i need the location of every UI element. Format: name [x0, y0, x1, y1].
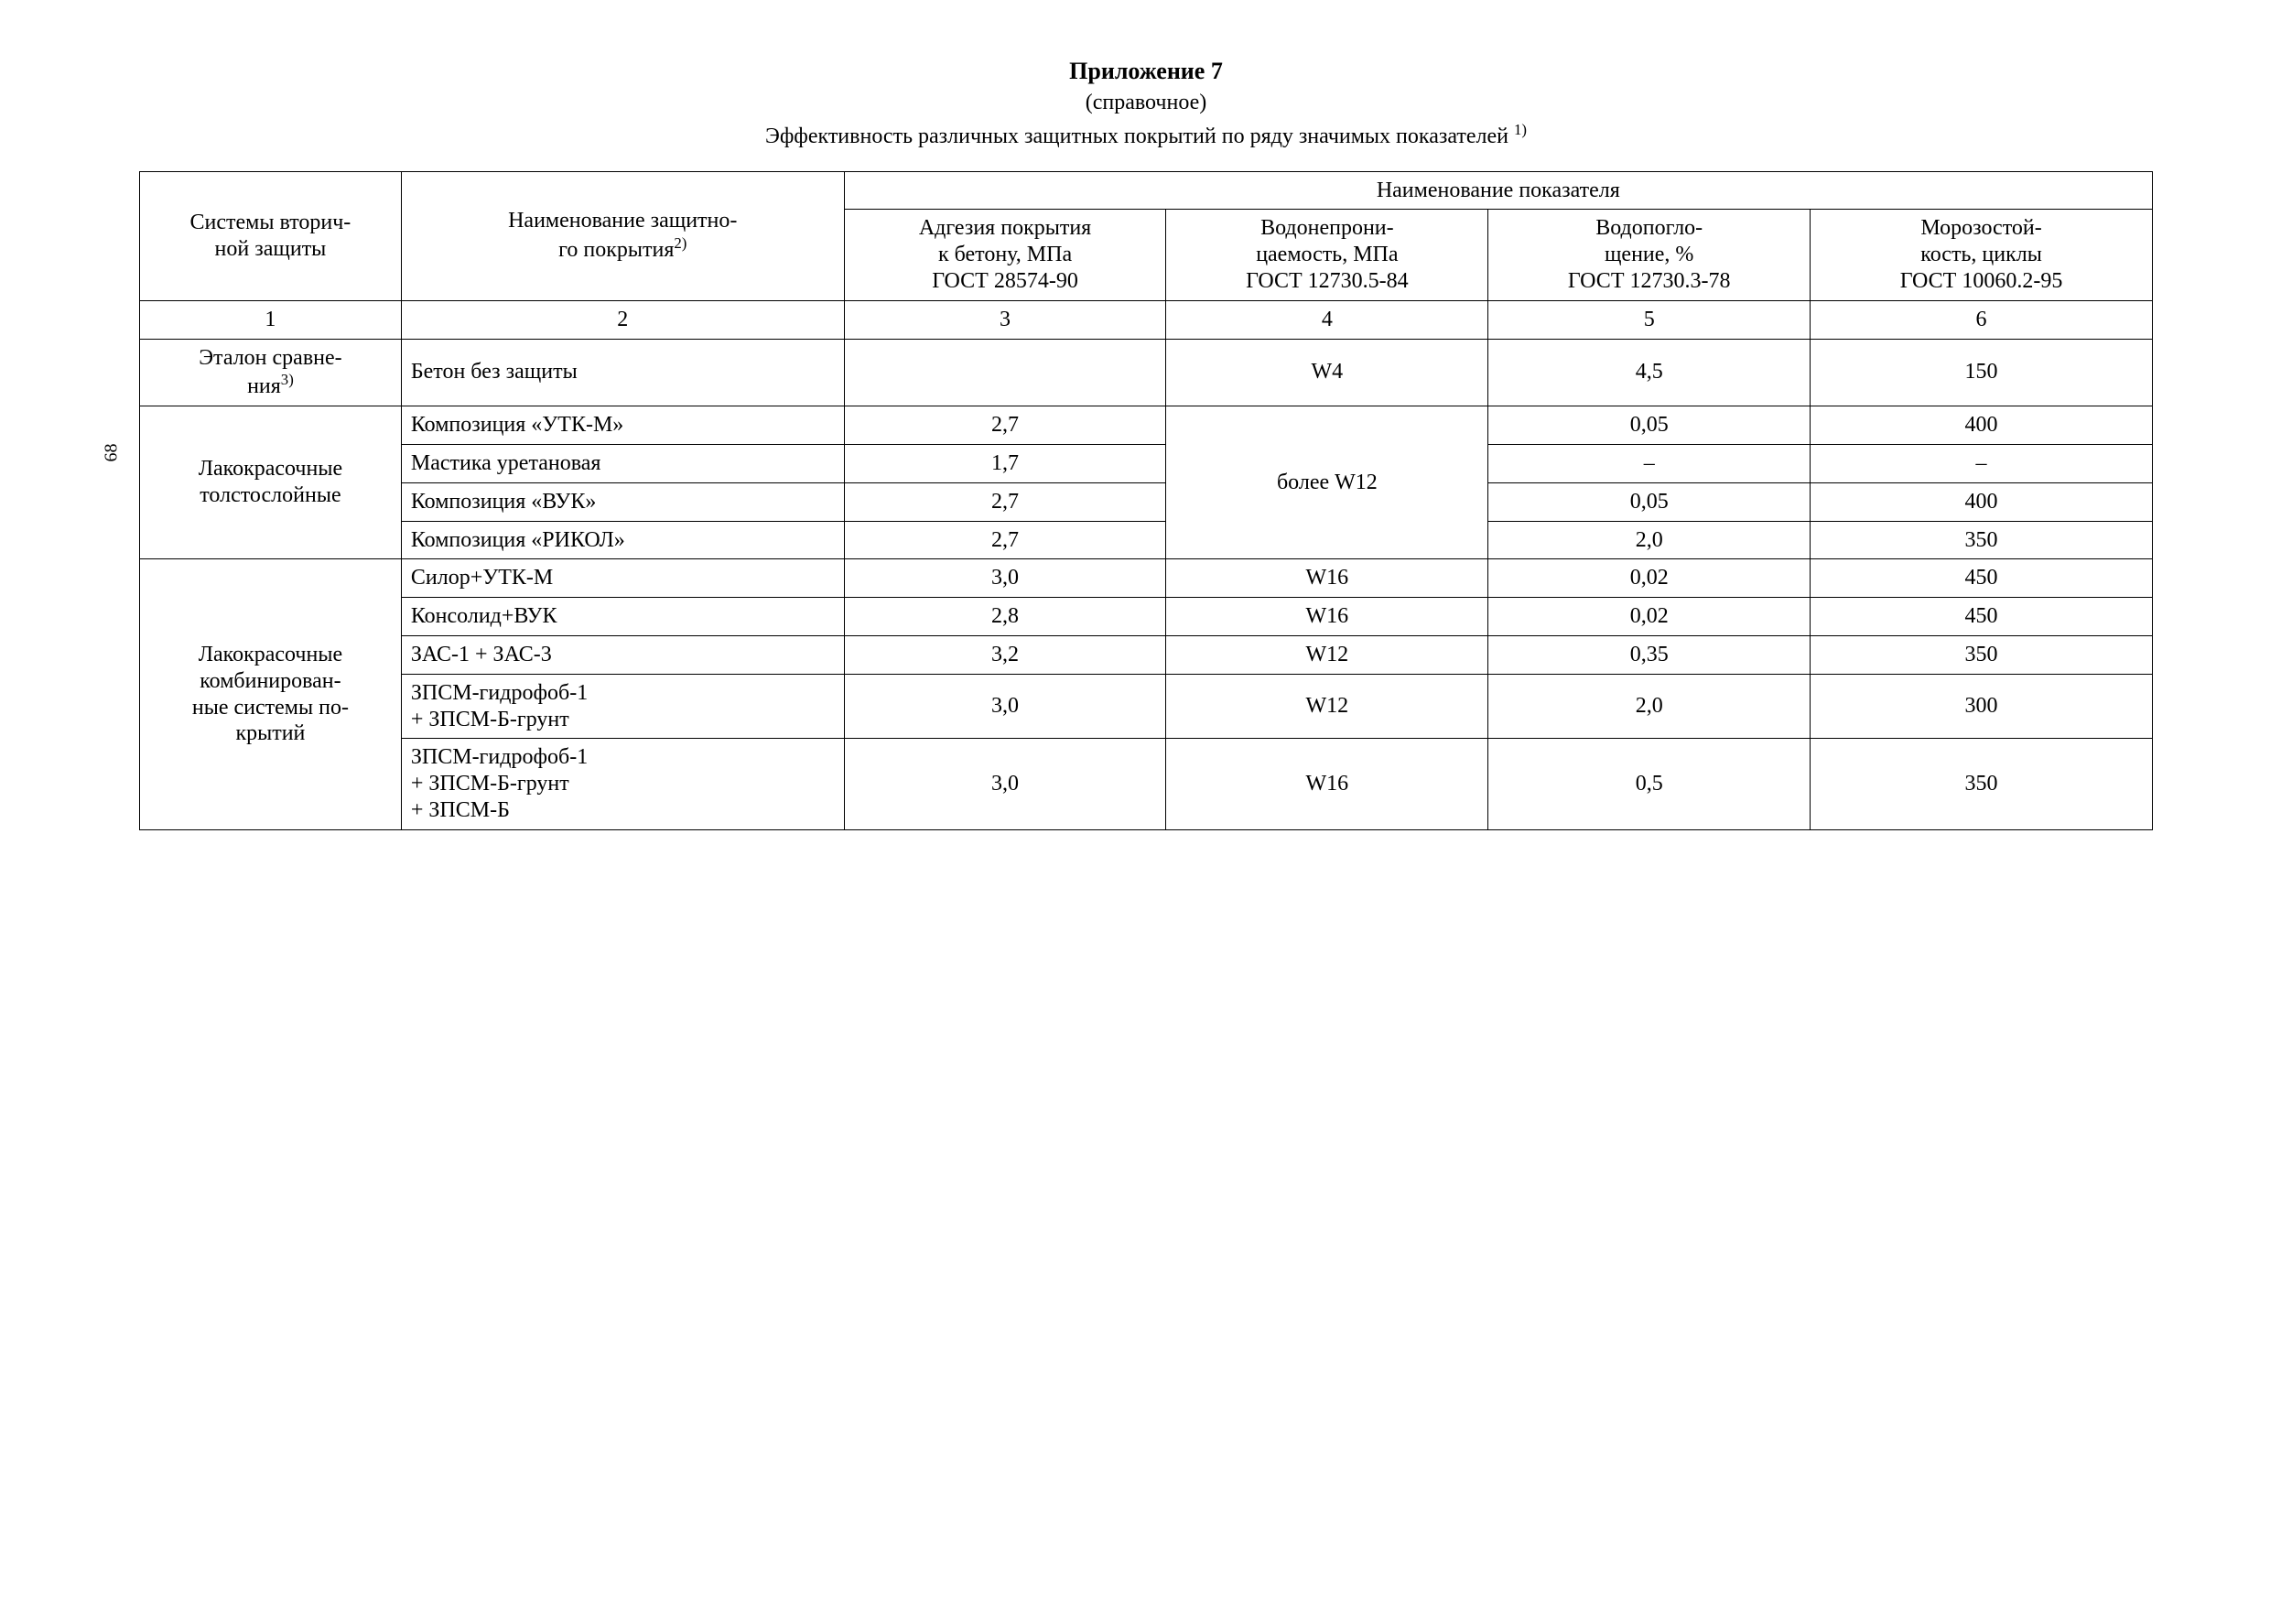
table-row: ЗПСМ-гидрофоб-1+ ЗПСМ-Б-грунт+ ЗПСМ-Б 3,… [140, 739, 2153, 829]
table-row: Лакокрасочныекомбинирован-ные системы по… [140, 559, 2153, 598]
cell: ЗПСМ-гидрофоб-1+ ЗПСМ-Б-грунт [401, 674, 844, 739]
row-label: Эталон сравне-ния3) [140, 339, 402, 406]
cell: Композиция «ВУК» [401, 482, 844, 521]
cell: 0,05 [1488, 482, 1811, 521]
col-header-frost: Морозостой-кость, циклыГОСТ 10060.2-95 [1811, 210, 2153, 300]
cell: 350 [1811, 635, 2153, 674]
table-row: 1 2 3 4 5 6 [140, 300, 2153, 339]
cell: Мастика уретановая [401, 444, 844, 482]
cell [844, 339, 1166, 406]
cell: W16 [1166, 739, 1488, 829]
cell: 400 [1811, 406, 2153, 445]
cell: ЗПСМ-гидрофоб-1+ ЗПСМ-Б-грунт+ ЗПСМ-Б [401, 739, 844, 829]
cell: 0,5 [1488, 739, 1811, 829]
table-head: Системы вторич-ной защиты Наименование з… [140, 171, 2153, 300]
cell: Композиция «УТК-М» [401, 406, 844, 445]
cell: 1,7 [844, 444, 1166, 482]
cell: W4 [1166, 339, 1488, 406]
cell: 3,0 [844, 559, 1166, 598]
cell: 2,7 [844, 521, 1166, 559]
table-row: Системы вторич-ной защиты Наименование з… [140, 171, 2153, 210]
cell: 0,02 [1488, 598, 1811, 636]
col-num: 2 [401, 300, 844, 339]
col-num: 5 [1488, 300, 1811, 339]
page: 68 Приложение 7 (справочное) Эффективнос… [139, 55, 2153, 830]
cell: W12 [1166, 635, 1488, 674]
cell: ЗАС-1 + ЗАС-3 [401, 635, 844, 674]
cell: – [1488, 444, 1811, 482]
cell: Силор+УТК-М [401, 559, 844, 598]
cell: 2,8 [844, 598, 1166, 636]
col-num: 1 [140, 300, 402, 339]
table-row: ЗАС-1 + ЗАС-3 3,2 W12 0,35 350 [140, 635, 2153, 674]
cell: 300 [1811, 674, 2153, 739]
etalon-sup: 3) [281, 371, 294, 388]
cell: W16 [1166, 559, 1488, 598]
col-num: 4 [1166, 300, 1488, 339]
table-row: Композиция «РИКОЛ» 2,7 2,0 350 [140, 521, 2153, 559]
cell: – [1811, 444, 2153, 482]
appendix-subtitle: (справочное) [139, 88, 2153, 119]
cell: 450 [1811, 598, 2153, 636]
col-header-group: Наименование показателя [844, 171, 2152, 210]
cell: W16 [1166, 598, 1488, 636]
cell: 350 [1811, 739, 2153, 829]
col-header-coating: Наименование защитно-го покрытия2) [401, 171, 844, 300]
group-label: Лакокрасочныекомбинирован-ные системы по… [140, 559, 402, 829]
col-num: 6 [1811, 300, 2153, 339]
table-row: Мастика уретановая 1,7 – – [140, 444, 2153, 482]
table-body: 1 2 3 4 5 6 Эталон сравне-ния3) Бетон бе… [140, 300, 2153, 829]
col-header-coating-sup: 2) [674, 234, 687, 252]
cell: Бетон без защиты [401, 339, 844, 406]
col-num: 3 [844, 300, 1166, 339]
cell: 150 [1811, 339, 2153, 406]
cell: 0,05 [1488, 406, 1811, 445]
cell: 0,02 [1488, 559, 1811, 598]
table-caption: Эффективность различных защитных покрыти… [139, 119, 2153, 153]
table-row: ЗПСМ-гидрофоб-1+ ЗПСМ-Б-грунт 3,0 W12 2,… [140, 674, 2153, 739]
cell: 3,0 [844, 674, 1166, 739]
cell: 3,0 [844, 739, 1166, 829]
cell: 2,7 [844, 406, 1166, 445]
cell: Консолид+ВУК [401, 598, 844, 636]
cell: 4,5 [1488, 339, 1811, 406]
cell-merged: более W12 [1166, 406, 1488, 559]
col-header-coating-text: Наименование защитно-го покрытия [508, 209, 737, 262]
cell: 2,0 [1488, 674, 1811, 739]
data-table: Системы вторич-ной защиты Наименование з… [139, 171, 2153, 830]
col-header-water-perm: Водонепрони-цаемость, МПаГОСТ 12730.5-84 [1166, 210, 1488, 300]
document-header: Приложение 7 (справочное) Эффективность … [139, 55, 2153, 153]
cell: 3,2 [844, 635, 1166, 674]
cell: 400 [1811, 482, 2153, 521]
cell: 2,0 [1488, 521, 1811, 559]
cell: 2,7 [844, 482, 1166, 521]
table-row: Композиция «ВУК» 2,7 0,05 400 [140, 482, 2153, 521]
table-row: Лакокрасочныетолстослойные Композиция «У… [140, 406, 2153, 445]
caption-text: Эффективность различных защитных покрыти… [765, 125, 1514, 148]
appendix-title: Приложение 7 [139, 55, 2153, 88]
cell: 450 [1811, 559, 2153, 598]
cell: W12 [1166, 674, 1488, 739]
cell: Композиция «РИКОЛ» [401, 521, 844, 559]
table-row: Эталон сравне-ния3) Бетон без защиты W4 … [140, 339, 2153, 406]
cell: 0,35 [1488, 635, 1811, 674]
caption-footnote: 1) [1514, 121, 1527, 138]
col-header-water-absorb: Водопогло-щение, %ГОСТ 12730.3-78 [1488, 210, 1811, 300]
etalon-text: Эталон сравне-ния [199, 346, 341, 399]
group-label: Лакокрасочныетолстослойные [140, 406, 402, 559]
table-row: Консолид+ВУК 2,8 W16 0,02 450 [140, 598, 2153, 636]
col-header-adhesion: Адгезия покрытияк бетону, МПаГОСТ 28574-… [844, 210, 1166, 300]
cell: 350 [1811, 521, 2153, 559]
page-number: 68 [102, 444, 123, 462]
col-header-system: Системы вторич-ной защиты [140, 171, 402, 300]
